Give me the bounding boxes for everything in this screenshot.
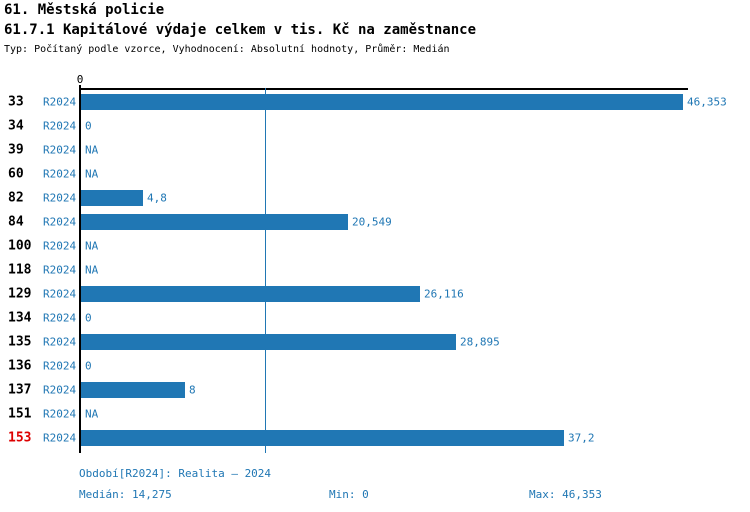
row-value-label: 0 xyxy=(85,119,92,133)
indicator-meta: Typ: Počítaný podle vzorce, Vyhodnocení:… xyxy=(4,44,450,55)
row-bar xyxy=(81,286,420,302)
row-id-label: 60 xyxy=(8,166,24,182)
row-id-label: 39 xyxy=(8,142,24,158)
row-value-label: 4,8 xyxy=(147,191,167,205)
axis-zero-line xyxy=(79,85,81,453)
row-id-label: 33 xyxy=(8,94,24,110)
row-bar xyxy=(81,334,456,350)
chart-row: 129 R2024 26,116 xyxy=(0,282,750,306)
median-line xyxy=(265,88,266,453)
row-bar xyxy=(81,430,564,446)
row-period-label: R2024 xyxy=(43,119,77,133)
row-id-label: 129 xyxy=(8,286,32,302)
row-id-label: 153 xyxy=(8,430,32,446)
chart-row: 60 R2024 NA xyxy=(0,162,750,186)
row-value-label: 37,2 xyxy=(568,431,595,445)
chart-row: 100 R2024 NA xyxy=(0,234,750,258)
row-period-label: R2024 xyxy=(43,287,77,301)
row-id-label: 135 xyxy=(8,334,32,350)
row-value-label: NA xyxy=(85,239,99,253)
chart-row: 33 R2024 46,353 xyxy=(0,90,750,114)
row-period-label: R2024 xyxy=(43,95,77,109)
axis-tick-zero: 0 xyxy=(76,73,84,86)
row-value-label: NA xyxy=(85,167,99,181)
axis-top-line xyxy=(80,88,688,90)
row-value-label: 20,549 xyxy=(352,215,392,229)
row-id-label: 118 xyxy=(8,262,32,278)
row-period-label: R2024 xyxy=(43,263,77,277)
chart-row: 135 R2024 28,895 xyxy=(0,330,750,354)
row-period-label: R2024 xyxy=(43,167,77,181)
row-period-label: R2024 xyxy=(43,407,77,421)
row-period-label: R2024 xyxy=(43,311,77,325)
row-id-label: 136 xyxy=(8,358,32,374)
row-id-label: 100 xyxy=(8,238,32,254)
chart-row: 153 R2024 37,2 xyxy=(0,426,750,450)
footer-max: Max: 46,353 xyxy=(529,488,602,501)
chart-row: 134 R2024 0 xyxy=(0,306,750,330)
row-value-label: NA xyxy=(85,407,99,421)
row-id-label: 137 xyxy=(8,382,32,398)
row-value-label: 46,353 xyxy=(687,95,727,109)
indicator-title: 61.7.1 Kapitálové výdaje celkem v tis. K… xyxy=(4,22,477,38)
bar-chart: 33 R2024 46,353 34 R2024 0 39 R2024 NA 6… xyxy=(0,85,750,468)
row-value-label: 26,116 xyxy=(424,287,464,301)
chart-row: 137 R2024 8 xyxy=(0,378,750,402)
row-period-label: R2024 xyxy=(43,335,77,349)
chart-row: 136 R2024 0 xyxy=(0,354,750,378)
chart-row: 118 R2024 NA xyxy=(0,258,750,282)
row-value-label: NA xyxy=(85,263,99,277)
row-value-label: 0 xyxy=(85,359,92,373)
chart-row: 34 R2024 0 xyxy=(0,114,750,138)
chart-row: 82 R2024 4,8 xyxy=(0,186,750,210)
page-title: 61. Městská policie xyxy=(4,2,165,18)
chart-row: 39 R2024 NA xyxy=(0,138,750,162)
row-period-label: R2024 xyxy=(43,383,77,397)
row-bar xyxy=(81,190,143,206)
row-id-label: 82 xyxy=(8,190,24,206)
row-period-label: R2024 xyxy=(43,215,77,229)
row-value-label: 28,895 xyxy=(460,335,500,349)
row-period-label: R2024 xyxy=(43,359,77,373)
row-value-label: NA xyxy=(85,143,99,157)
row-value-label: 8 xyxy=(189,383,196,397)
row-id-label: 84 xyxy=(8,214,24,230)
row-id-label: 34 xyxy=(8,118,24,134)
footer-median: Medián: 14,275 xyxy=(79,488,172,501)
row-period-label: R2024 xyxy=(43,191,77,205)
footer-min: Min: 0 xyxy=(329,488,369,501)
chart-row: 84 R2024 20,549 xyxy=(0,210,750,234)
chart-row: 151 R2024 NA xyxy=(0,402,750,426)
row-period-label: R2024 xyxy=(43,239,77,253)
row-bar xyxy=(81,214,348,230)
row-bar xyxy=(81,382,185,398)
row-id-label: 134 xyxy=(8,310,32,326)
row-id-label: 151 xyxy=(8,406,32,422)
row-period-label: R2024 xyxy=(43,143,77,157)
footer-period: Období[R2024]: Realita – 2024 xyxy=(79,467,272,480)
row-bar xyxy=(81,94,683,110)
row-value-label: 0 xyxy=(85,311,92,325)
row-period-label: R2024 xyxy=(43,431,77,445)
